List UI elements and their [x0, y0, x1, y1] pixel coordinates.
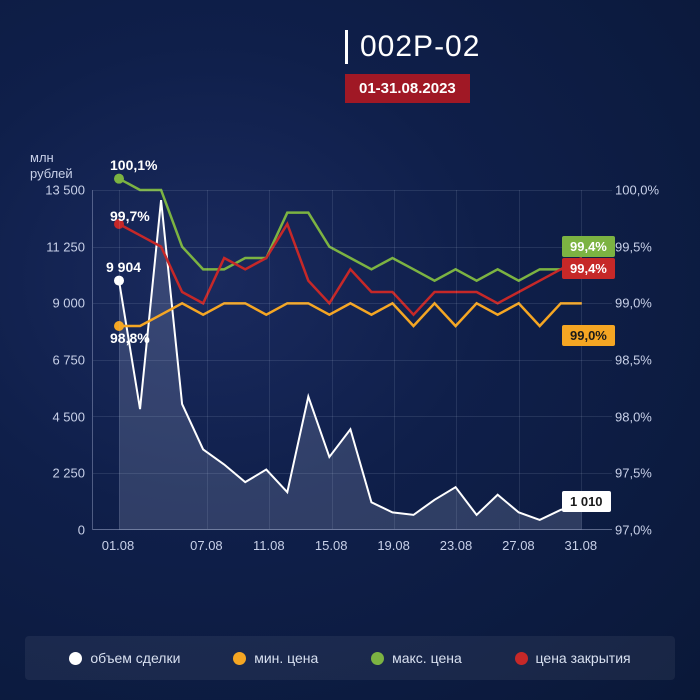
y-left-tick: 6 750	[52, 353, 85, 368]
y-left-tick: 9 000	[52, 296, 85, 311]
plot-region	[92, 190, 612, 530]
y-left-tick: 2 250	[52, 466, 85, 481]
x-tick: 27.08	[502, 538, 535, 553]
legend-label: макс. цена	[392, 650, 462, 666]
y-right-tick: 98,5%	[615, 353, 652, 368]
chart-header: 002P-02 01-31.08.2023	[345, 30, 480, 103]
y-left-tick: 0	[78, 523, 85, 538]
series-start-label: 99,7%	[110, 208, 150, 224]
chart-title: 002P-02	[345, 30, 480, 64]
series-start-label: 98,8%	[110, 330, 150, 346]
volume-start-label: 9 904	[106, 259, 141, 275]
y-left-tick: 11 250	[46, 239, 85, 254]
date-range-badge: 01-31.08.2023	[345, 74, 470, 103]
y-left-tick: 4 500	[52, 409, 85, 424]
legend-item: макс. цена	[371, 650, 462, 666]
x-tick: 15.08	[315, 538, 348, 553]
x-tick: 11.08	[253, 538, 285, 553]
y-right-ticks: 100,0%99,5%99,0%98,5%98,0%97,5%97,0%	[615, 190, 670, 530]
x-tick: 01.08	[102, 538, 135, 553]
chart-area: млн рублей 13 50011 2509 0006 7504 5002 …	[30, 170, 670, 590]
legend-dot-icon	[233, 652, 246, 665]
legend: объем сделки мин. цена макс. цена цена закр…	[25, 636, 675, 680]
y-left-tick: 13 500	[45, 183, 85, 198]
legend-dot-icon	[69, 652, 82, 665]
legend-dot-icon	[515, 652, 528, 665]
legend-dot-icon	[371, 652, 384, 665]
y-right-tick: 97,0%	[615, 523, 652, 538]
y-right-tick: 99,5%	[615, 239, 652, 254]
y-right-tick: 99,0%	[615, 296, 652, 311]
y-right-tick: 98,0%	[615, 409, 652, 424]
series-end-callout: 99,4%	[562, 258, 615, 279]
x-tick: 23.08	[440, 538, 473, 553]
legend-item: мин. цена	[233, 650, 318, 666]
legend-item: цена закрытия	[515, 650, 631, 666]
y-right-tick: 97,5%	[615, 466, 652, 481]
y-left-axis-label: млн рублей	[30, 150, 73, 181]
x-tick: 31.08	[565, 538, 598, 553]
x-tick: 07.08	[190, 538, 223, 553]
series-end-callout: 99,4%	[562, 236, 615, 257]
y-right-tick: 100,0%	[615, 183, 659, 198]
legend-item: объем сделки	[69, 650, 180, 666]
series-end-callout: 99,0%	[562, 325, 615, 346]
legend-label: цена закрытия	[536, 650, 631, 666]
series-end-callout: 1 010	[562, 491, 611, 512]
x-tick: 19.08	[377, 538, 410, 553]
series-start-label: 100,1%	[110, 157, 157, 173]
legend-label: объем сделки	[90, 650, 180, 666]
legend-label: мин. цена	[254, 650, 318, 666]
y-left-ticks: 13 50011 2509 0006 7504 5002 2500	[30, 190, 85, 530]
